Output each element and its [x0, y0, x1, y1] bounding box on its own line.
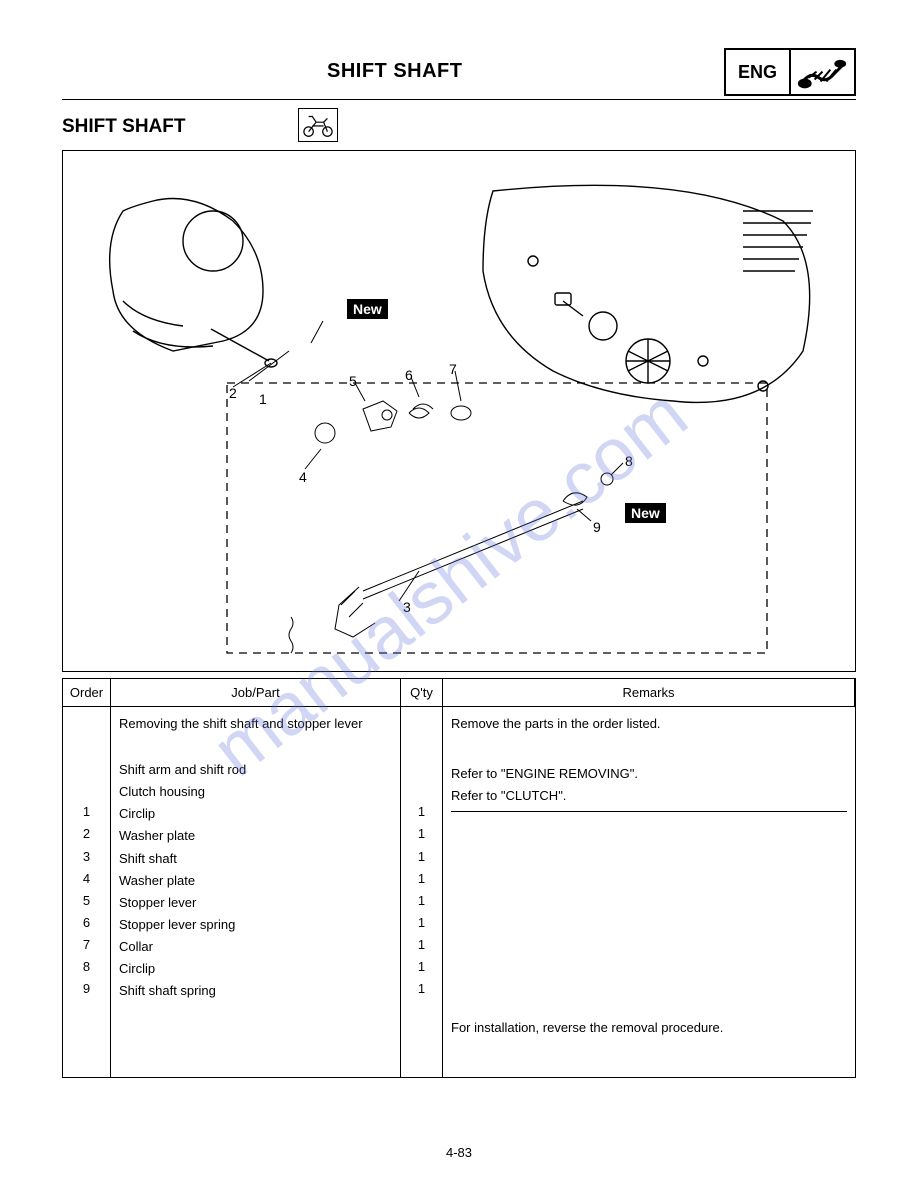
job-section-title: Removing the shift shaft and stopper lev…: [119, 713, 392, 735]
page-number: 4-83: [446, 1145, 472, 1160]
remarks-col: Remove the parts in the order listed. Re…: [443, 707, 855, 1077]
order-cell: 9: [71, 978, 102, 1000]
col-qty-head: Q'ty: [401, 679, 443, 706]
motorcycle-icon: [298, 108, 338, 142]
remarks-separator: [451, 811, 847, 812]
job-cell: Circlip: [119, 958, 392, 980]
order-cell: 3: [71, 846, 102, 868]
order-cell: 2: [71, 823, 102, 845]
qty-cell: 1: [409, 801, 434, 823]
section-title: SHIFT SHAFT: [62, 116, 186, 138]
callout-6: 6: [405, 367, 413, 383]
new-badge: New: [347, 299, 388, 319]
qty-cell: 1: [409, 934, 434, 956]
callout-5: 5: [349, 373, 357, 389]
job-cell: Washer plate: [119, 870, 392, 892]
page-title: SHIFT SHAFT: [327, 60, 463, 83]
job-cell: Stopper lever: [119, 892, 392, 914]
eng-text: ENG: [738, 62, 777, 83]
qty-cell: 1: [409, 823, 434, 845]
job-cell: Shift arm and shift rod: [119, 759, 392, 781]
qty-cell: 1: [409, 956, 434, 978]
page-header: SHIFT SHAFT ENG: [62, 48, 856, 100]
order-cell: [71, 757, 102, 779]
header-right-box: ENG: [724, 48, 856, 96]
header-right-label: ENG: [726, 50, 789, 94]
qty-cell: 1: [409, 868, 434, 890]
remarks-prep: Remove the parts in the order listed.: [451, 713, 847, 735]
job-cell: Circlip: [119, 803, 392, 825]
job-cell: Shift shaft: [119, 848, 392, 870]
order-cell: 4: [71, 868, 102, 890]
order-cell: 5: [71, 890, 102, 912]
order-col: 123456789: [63, 707, 111, 1077]
job-cell: Collar: [119, 936, 392, 958]
callout-2: 2: [229, 385, 237, 401]
job-col: Removing the shift shaft and stopper lev…: [111, 707, 401, 1077]
order-cell: 7: [71, 934, 102, 956]
qty-cell: 1: [409, 912, 434, 934]
qty-cell: 1: [409, 846, 434, 868]
order-cell: 6: [71, 912, 102, 934]
table-body: 123456789 Removing the shift shaft and s…: [63, 707, 855, 1077]
qty-cell: [409, 757, 434, 779]
qty-cell: [409, 779, 434, 801]
parts-table: Order Job/Part Q'ty Remarks 123456789 Re…: [62, 678, 856, 1078]
order-cell: 8: [71, 956, 102, 978]
job-cell: Stopper lever spring: [119, 914, 392, 936]
job-cell: Shift shaft spring: [119, 980, 392, 1002]
new-badge: New: [625, 503, 666, 523]
callout-3: 3: [403, 599, 411, 615]
job-cell: Clutch housing: [119, 781, 392, 803]
callout-7: 7: [449, 361, 457, 377]
callout-9: 9: [593, 519, 601, 535]
remarks-line: Refer to "CLUTCH".: [451, 785, 847, 807]
qty-cell: 1: [409, 978, 434, 1000]
section-row: SHIFT SHAFT: [62, 108, 856, 148]
callout-8: 8: [625, 453, 633, 469]
qty-col: 111111111: [401, 707, 443, 1077]
job-cell: Washer plate: [119, 825, 392, 847]
col-order-head: Order: [63, 679, 111, 706]
col-job-head: Job/Part: [111, 679, 401, 706]
qty-cell: 1: [409, 890, 434, 912]
spring-icon: [791, 50, 854, 94]
remarks-footer: For installation, reverse the removal pr…: [451, 1017, 847, 1039]
order-cell: [71, 779, 102, 801]
callout-1: 1: [259, 391, 267, 407]
exploded-view-figure: New New 2 1 4 5 6 7 8 9 3: [62, 150, 856, 672]
remarks-line: Refer to "ENGINE REMOVING".: [451, 763, 847, 785]
order-cell: 1: [71, 801, 102, 823]
col-remarks-head: Remarks: [443, 679, 855, 706]
callout-4: 4: [299, 469, 307, 485]
table-head: Order Job/Part Q'ty Remarks: [63, 679, 855, 707]
